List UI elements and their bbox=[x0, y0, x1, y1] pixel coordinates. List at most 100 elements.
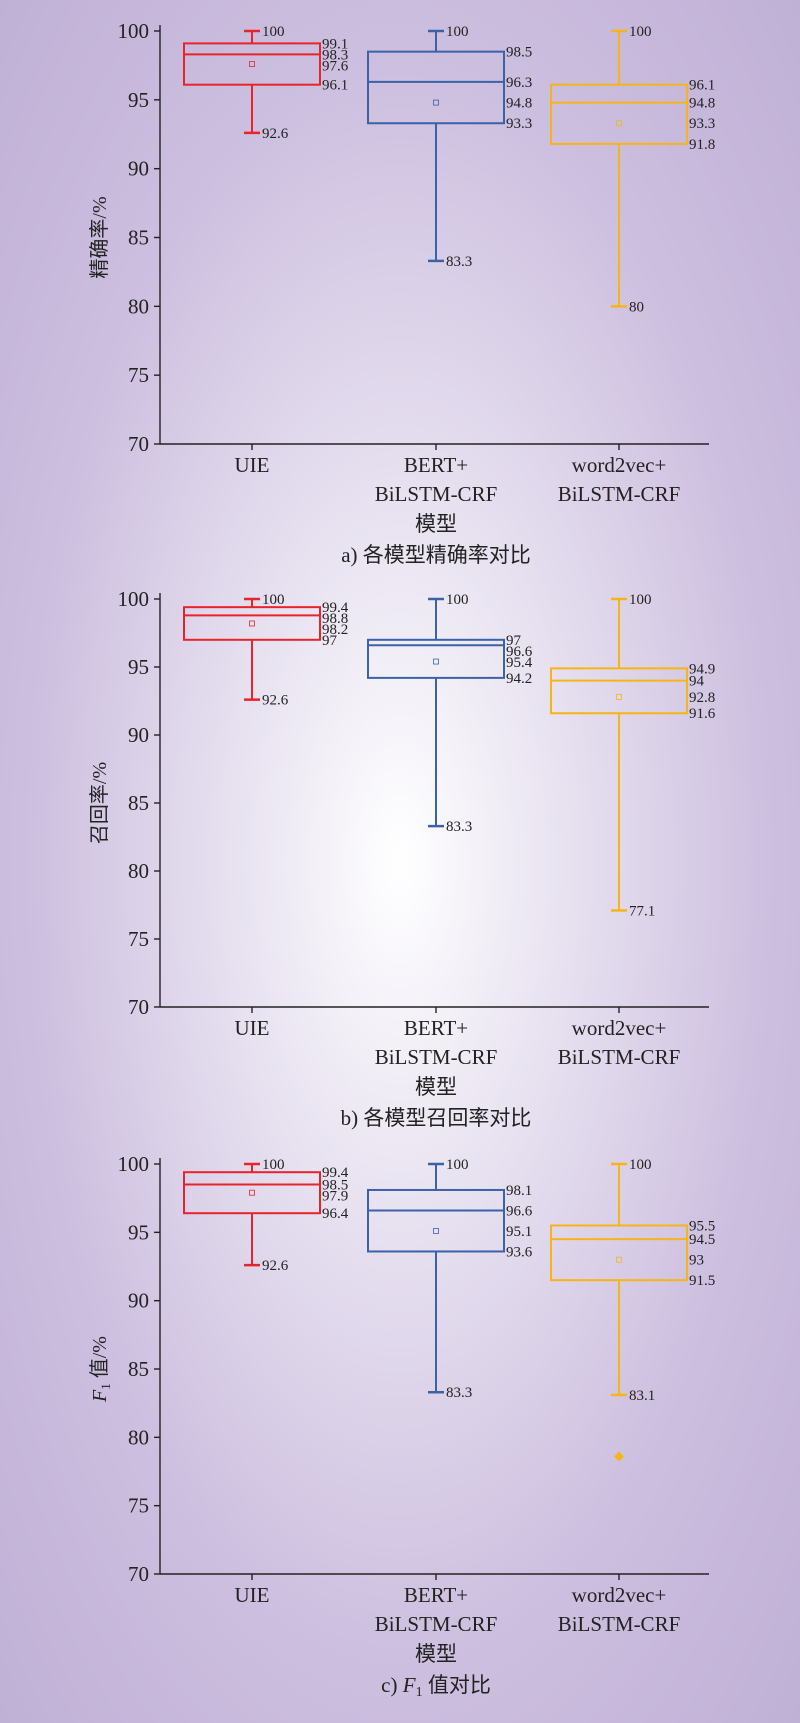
y-tick-label: 80 bbox=[128, 294, 149, 318]
label-median: 96.3 bbox=[506, 75, 532, 91]
box-group-1: 100 92.6 99.198.397.6 96.1 bbox=[183, 24, 349, 142]
category-label: UIE bbox=[235, 1583, 270, 1607]
box-group-1: 100 92.6 99.498.898.297 bbox=[183, 592, 349, 709]
label-median: 98.3 bbox=[322, 47, 348, 63]
box-iqr bbox=[550, 83, 688, 145]
label-q3: 99.4 bbox=[322, 600, 349, 616]
x-axis-title: 模型 bbox=[415, 1075, 457, 1099]
category-label: UIE bbox=[235, 453, 270, 477]
label-max: 100 bbox=[446, 1157, 469, 1173]
box-group-1: 100 92.6 99.498.597.996.4 bbox=[183, 1157, 349, 1274]
box-iqr bbox=[550, 667, 688, 715]
category-label: BERT+ bbox=[404, 1583, 468, 1607]
y-tick-label: 80 bbox=[128, 859, 149, 883]
y-tick-label: 70 bbox=[128, 1562, 149, 1586]
chart-caption: a) 各模型精确率对比 bbox=[341, 543, 531, 567]
label-max: 100 bbox=[262, 24, 285, 40]
category-label: BiLSTM-CRF bbox=[558, 1045, 681, 1069]
caption-prefix: c) bbox=[381, 1673, 403, 1697]
y-tick-label: 95 bbox=[128, 88, 149, 112]
label-max: 100 bbox=[629, 592, 652, 608]
y-tick-label: 95 bbox=[128, 655, 149, 679]
label-median: 94 bbox=[689, 674, 705, 690]
box-iqr bbox=[183, 1171, 321, 1215]
label-q3: 99.1 bbox=[322, 36, 348, 52]
y-axis-title-subscript: 1 bbox=[98, 1383, 113, 1390]
chart-panel-3: 70 75 80 85 90 95 100 UIE BERT+ BiLSTM-CRF word2ve… bbox=[88, 1152, 715, 1700]
label-max: 100 bbox=[262, 592, 285, 608]
label-max: 100 bbox=[262, 1157, 285, 1173]
category-label: BiLSTM-CRF bbox=[558, 482, 681, 506]
mean-marker bbox=[249, 620, 255, 627]
label-q3: 99.4 bbox=[322, 1165, 349, 1181]
category-label: BiLSTM-CRF bbox=[375, 482, 498, 506]
box-iqr bbox=[367, 638, 505, 679]
category-label: word2vec+ bbox=[572, 453, 667, 477]
label-max: 100 bbox=[446, 592, 469, 608]
label-max: 100 bbox=[629, 24, 652, 40]
label-min: 83.3 bbox=[446, 819, 472, 835]
mean-marker bbox=[249, 1189, 255, 1196]
box-iqr bbox=[183, 42, 321, 86]
label-mean: 97.6 bbox=[322, 58, 349, 74]
y-tick-label: 80 bbox=[128, 1425, 149, 1449]
box-group-3: 100 83.1 95.594.5 93 91.5 bbox=[550, 1157, 715, 1462]
chart-caption: b) 各模型召回率对比 bbox=[341, 1106, 532, 1130]
y-tick-label: 100 bbox=[118, 587, 150, 611]
label-median: 96.6 bbox=[506, 1203, 533, 1219]
y-tick-label: 90 bbox=[128, 1289, 149, 1313]
label-min: 83.3 bbox=[446, 1385, 472, 1401]
mean-marker bbox=[616, 120, 622, 127]
label-max: 100 bbox=[446, 24, 469, 40]
y-tick-label: 90 bbox=[128, 723, 149, 747]
category-label: BiLSTM-CRF bbox=[375, 1612, 498, 1636]
label-mean: 94.8 bbox=[506, 96, 532, 112]
box-iqr bbox=[367, 1188, 505, 1253]
y-axis-title-italic: F bbox=[89, 1389, 111, 1403]
category-label: word2vec+ bbox=[572, 1016, 667, 1040]
label-q1: 96.4 bbox=[322, 1206, 349, 1222]
label-q3: 94.9 bbox=[689, 661, 715, 677]
label-q3: 95.5 bbox=[689, 1219, 715, 1235]
label-mean: 95.4 bbox=[506, 655, 533, 671]
box-group-2: 100 83.3 98.1 96.6 95.1 93.6 bbox=[367, 1157, 533, 1401]
y-tick-label: 95 bbox=[128, 1220, 149, 1244]
label-min: 92.6 bbox=[262, 693, 289, 709]
y-tick-label: 100 bbox=[118, 19, 150, 43]
box-iqr bbox=[550, 1224, 688, 1282]
box-iqr bbox=[367, 50, 505, 125]
mean-marker bbox=[433, 1228, 439, 1234]
label-q3: 98.5 bbox=[506, 45, 532, 61]
label-q3: 96.1 bbox=[689, 78, 715, 94]
y-tick-label: 100 bbox=[118, 1152, 150, 1176]
label-median: 98.5 bbox=[322, 1178, 348, 1194]
label-mean: 98.2 bbox=[322, 622, 348, 638]
y-tick-label: 75 bbox=[128, 927, 149, 951]
label-median: 98.8 bbox=[322, 611, 348, 627]
mean-marker bbox=[616, 1256, 622, 1263]
category-label: BERT+ bbox=[404, 453, 468, 477]
label-median: 96.6 bbox=[506, 644, 533, 660]
label-q1: 91.5 bbox=[689, 1273, 715, 1289]
chart-panel-2: 70 75 80 85 90 95 100 UIE BERT+ BiLSTM-CRF word2ve… bbox=[88, 587, 716, 1130]
caption-subscript: 1 bbox=[416, 1685, 423, 1700]
category-label: BiLSTM-CRF bbox=[558, 1612, 681, 1636]
x-axis-title: 模型 bbox=[415, 512, 457, 536]
chart-caption: c) F1 值对比 bbox=[381, 1673, 491, 1700]
label-q1: 91.6 bbox=[689, 706, 716, 722]
mean-marker bbox=[433, 99, 439, 106]
y-axis-title: F1 值/% bbox=[88, 1336, 113, 1403]
label-q1: 93.6 bbox=[506, 1244, 533, 1260]
label-q3: 97 bbox=[506, 633, 522, 649]
mean-marker bbox=[249, 61, 255, 67]
label-q1: 91.8 bbox=[689, 137, 715, 153]
label-median: 94.5 bbox=[689, 1232, 715, 1248]
y-tick-label: 70 bbox=[128, 432, 149, 456]
label-mean: 95.1 bbox=[506, 1224, 532, 1240]
label-q3: 98.1 bbox=[506, 1183, 532, 1199]
outlier-point bbox=[614, 1451, 624, 1462]
box-group-2: 100 83.3 98.5 96.3 94.8 93.3 bbox=[367, 24, 532, 270]
